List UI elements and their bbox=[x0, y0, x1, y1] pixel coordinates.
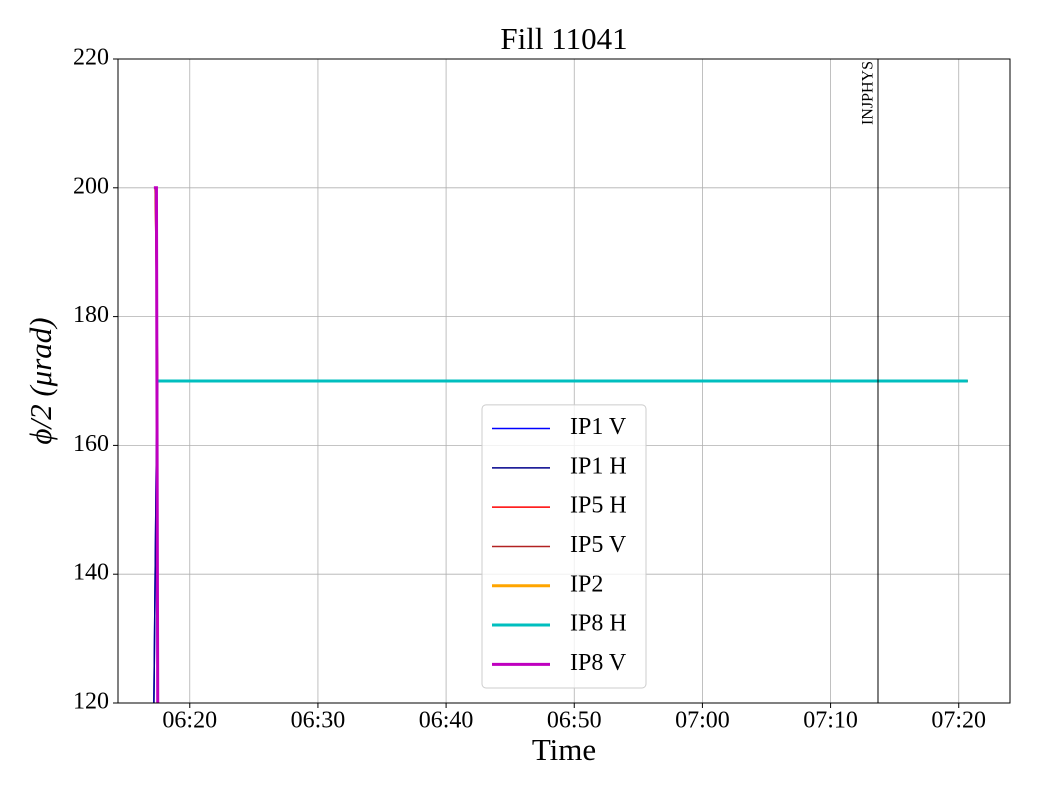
x-tick-label: 06:30 bbox=[291, 708, 346, 734]
x-tick-label: 07:00 bbox=[675, 708, 730, 734]
legend-label: IP5 H bbox=[570, 493, 627, 519]
x-tick-label: 07:10 bbox=[803, 708, 858, 734]
legend-label: IP2 bbox=[570, 571, 603, 597]
legend-box bbox=[481, 404, 647, 689]
plot-frame bbox=[117, 58, 1011, 704]
annotation-label: INJPHYS bbox=[860, 61, 877, 125]
y-tick-label: 180 bbox=[73, 302, 109, 328]
legend-label: IP5 V bbox=[570, 532, 627, 558]
y-tick-label: 120 bbox=[73, 689, 109, 715]
legend-label: IP8 H bbox=[570, 611, 627, 637]
x-tick-label: 07:20 bbox=[931, 708, 986, 734]
x-tick-label: 06:40 bbox=[419, 708, 474, 734]
legend-label: IP1 V bbox=[570, 414, 627, 440]
y-tick-label: 160 bbox=[73, 431, 109, 457]
legend-label: IP8 V bbox=[570, 650, 627, 676]
x-tick-label: 06:20 bbox=[162, 708, 217, 734]
y-tick-label: 220 bbox=[73, 45, 109, 71]
x-axis-label: Time bbox=[532, 732, 596, 767]
y-tick-label: 200 bbox=[73, 173, 109, 199]
legend-label: IP1 H bbox=[570, 453, 627, 479]
y-tick-label: 140 bbox=[73, 560, 109, 586]
series-line bbox=[153, 186, 160, 703]
x-tick-label: 06:50 bbox=[547, 708, 602, 734]
chart-title: Fill 11041 bbox=[500, 21, 627, 56]
y-axis-label: ϕ/2 (μrad) bbox=[23, 317, 58, 444]
